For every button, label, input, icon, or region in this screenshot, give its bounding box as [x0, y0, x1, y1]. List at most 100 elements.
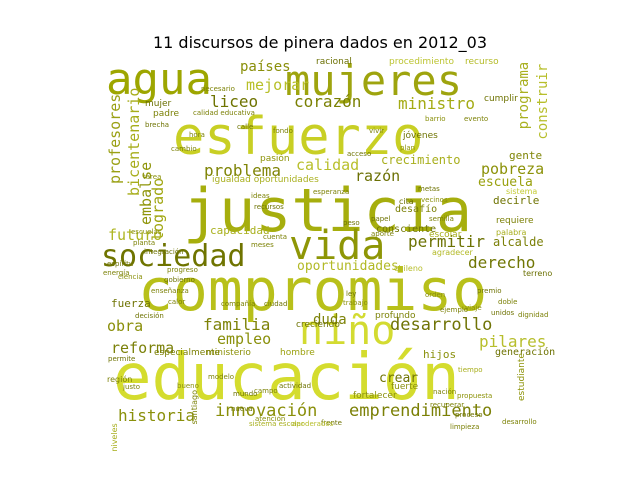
cloud-word: aporte [371, 230, 394, 238]
cloud-word: hora [189, 131, 205, 139]
cloud-word: evento [464, 115, 489, 123]
cloud-word: problema [204, 161, 282, 180]
cloud-word: calor [168, 298, 186, 306]
cloud-word: generación [495, 347, 556, 358]
cloud-word: pasión [260, 154, 290, 164]
cloud-word: igualdad oportunidades [212, 175, 319, 185]
cloud-word: oportunidades [297, 259, 399, 274]
cloud-word: procedimiento [389, 57, 454, 67]
cloud-word: nación [433, 388, 457, 396]
cloud-word: cumplir [484, 94, 518, 104]
cloud-word: países [240, 59, 291, 75]
cloud-word: justo [123, 383, 141, 391]
cloud-word: tarea [143, 173, 162, 181]
cloud-word: calle [237, 123, 254, 131]
cloud-word: consciente [376, 224, 437, 235]
cloud-word: sociedad [101, 239, 246, 274]
cloud-word: apoderados [292, 420, 334, 428]
cloud-word: mejorar [246, 76, 310, 94]
cloud-word: vida [289, 223, 386, 269]
cloud-word: desarrollo [390, 315, 493, 335]
cloud-word: reforma [111, 339, 175, 357]
cloud-word: mundo [233, 390, 258, 398]
cloud-word: unidos [491, 309, 515, 317]
cloud-word: peso [343, 219, 360, 227]
cloud-word: especialmente [154, 348, 221, 358]
cloud-word: profundo [375, 311, 416, 321]
cloud-word: frente [321, 419, 342, 427]
cloud-word: hijos [423, 348, 457, 361]
cloud-word: nueva [231, 405, 253, 413]
cloud-word: derecho [468, 253, 536, 272]
cloud-word: sistema escolar [249, 420, 304, 428]
cloud-word: terreno [523, 269, 553, 278]
cloud-word: ministerio [206, 348, 251, 358]
cloud-word: crear [379, 371, 419, 386]
cloud-word: construir [535, 63, 551, 140]
cloud-word: modelo [208, 373, 235, 381]
cloud-word: escuela [478, 175, 533, 190]
cloud-word: historia [118, 406, 196, 425]
cloud-word: brecha [145, 121, 170, 129]
cloud-word: integración [144, 248, 184, 256]
cloud-word: atención [255, 415, 286, 423]
cloud-word: recuperar [430, 401, 465, 409]
cloud-word: fondo [273, 127, 293, 135]
cloud-word: plan [400, 144, 416, 152]
cloud-word: ideas [251, 192, 270, 200]
cloud-word: energía [103, 269, 130, 277]
cloud-word: mujer [145, 99, 172, 109]
cloud-word: desafío [395, 204, 438, 215]
cloud-word: ciudad [264, 300, 288, 308]
cloud-word: niveles [110, 423, 119, 452]
cloud-word: decirle [493, 194, 540, 207]
cloud-word: desarrollo [502, 418, 537, 426]
cloud-word: futuro [108, 226, 163, 244]
cloud-word: familia [203, 315, 271, 334]
cloud-word: gente [509, 149, 543, 162]
cloud-word: premio [477, 287, 502, 295]
cloud-word: recurso [465, 57, 499, 67]
cloud-word: compromiso [138, 256, 488, 324]
cloud-word: propuesta [457, 392, 493, 400]
cloud-word: orden [425, 291, 446, 299]
cloud-word: hombre [280, 348, 315, 358]
cloud-word: campo [254, 387, 278, 395]
cloud-word: dignidad [518, 311, 549, 319]
cloud-word: jóvenes [403, 131, 438, 141]
cloud-word: educación [113, 341, 460, 415]
cloud-word: papel [371, 215, 391, 223]
cloud-word: calidad educativa [193, 109, 255, 117]
cloud-word: planta [133, 239, 156, 247]
cloud-word: programa [516, 61, 532, 130]
cloud-word: doble [498, 298, 518, 306]
cloud-word: vivir [369, 127, 385, 135]
cloud-word: actividad [279, 382, 312, 390]
cloud-word: agradecer [432, 248, 473, 257]
cloud-word: mujeres [285, 56, 463, 105]
cloud-word: alcalde [493, 235, 544, 249]
cloud-word: trabajo [343, 299, 368, 307]
cloud-word: permite [108, 355, 136, 363]
cloud-word: empleo [217, 330, 272, 348]
figure-title: 11 discursos de pinera dados en 2012_03 [152, 33, 488, 52]
cloud-word: santiago [190, 390, 199, 425]
cloud-word: creciendo [296, 320, 340, 330]
cloud-word: crecimiento [381, 153, 461, 167]
cloud-word: razón [355, 167, 401, 185]
cloud-word: niño [299, 308, 396, 354]
cloud-word: sistema [506, 187, 538, 196]
cloud-word: padre [153, 109, 179, 119]
cloud-word: ley [346, 290, 357, 298]
cloud-word: liceo [210, 92, 259, 111]
cloud-word: duda [313, 312, 347, 328]
cloud-word: palabra [496, 228, 527, 237]
cloud-word: ministro [398, 94, 476, 113]
cloud-word: obra [107, 317, 144, 335]
cloud-word: acceso [347, 150, 372, 158]
cloud-word: chileno [394, 264, 423, 273]
cloud-word: región [107, 375, 133, 384]
cloud-word: calidad [296, 156, 360, 174]
cloud-word: escolar [429, 230, 462, 240]
cloud-word: espíritu [107, 260, 134, 268]
